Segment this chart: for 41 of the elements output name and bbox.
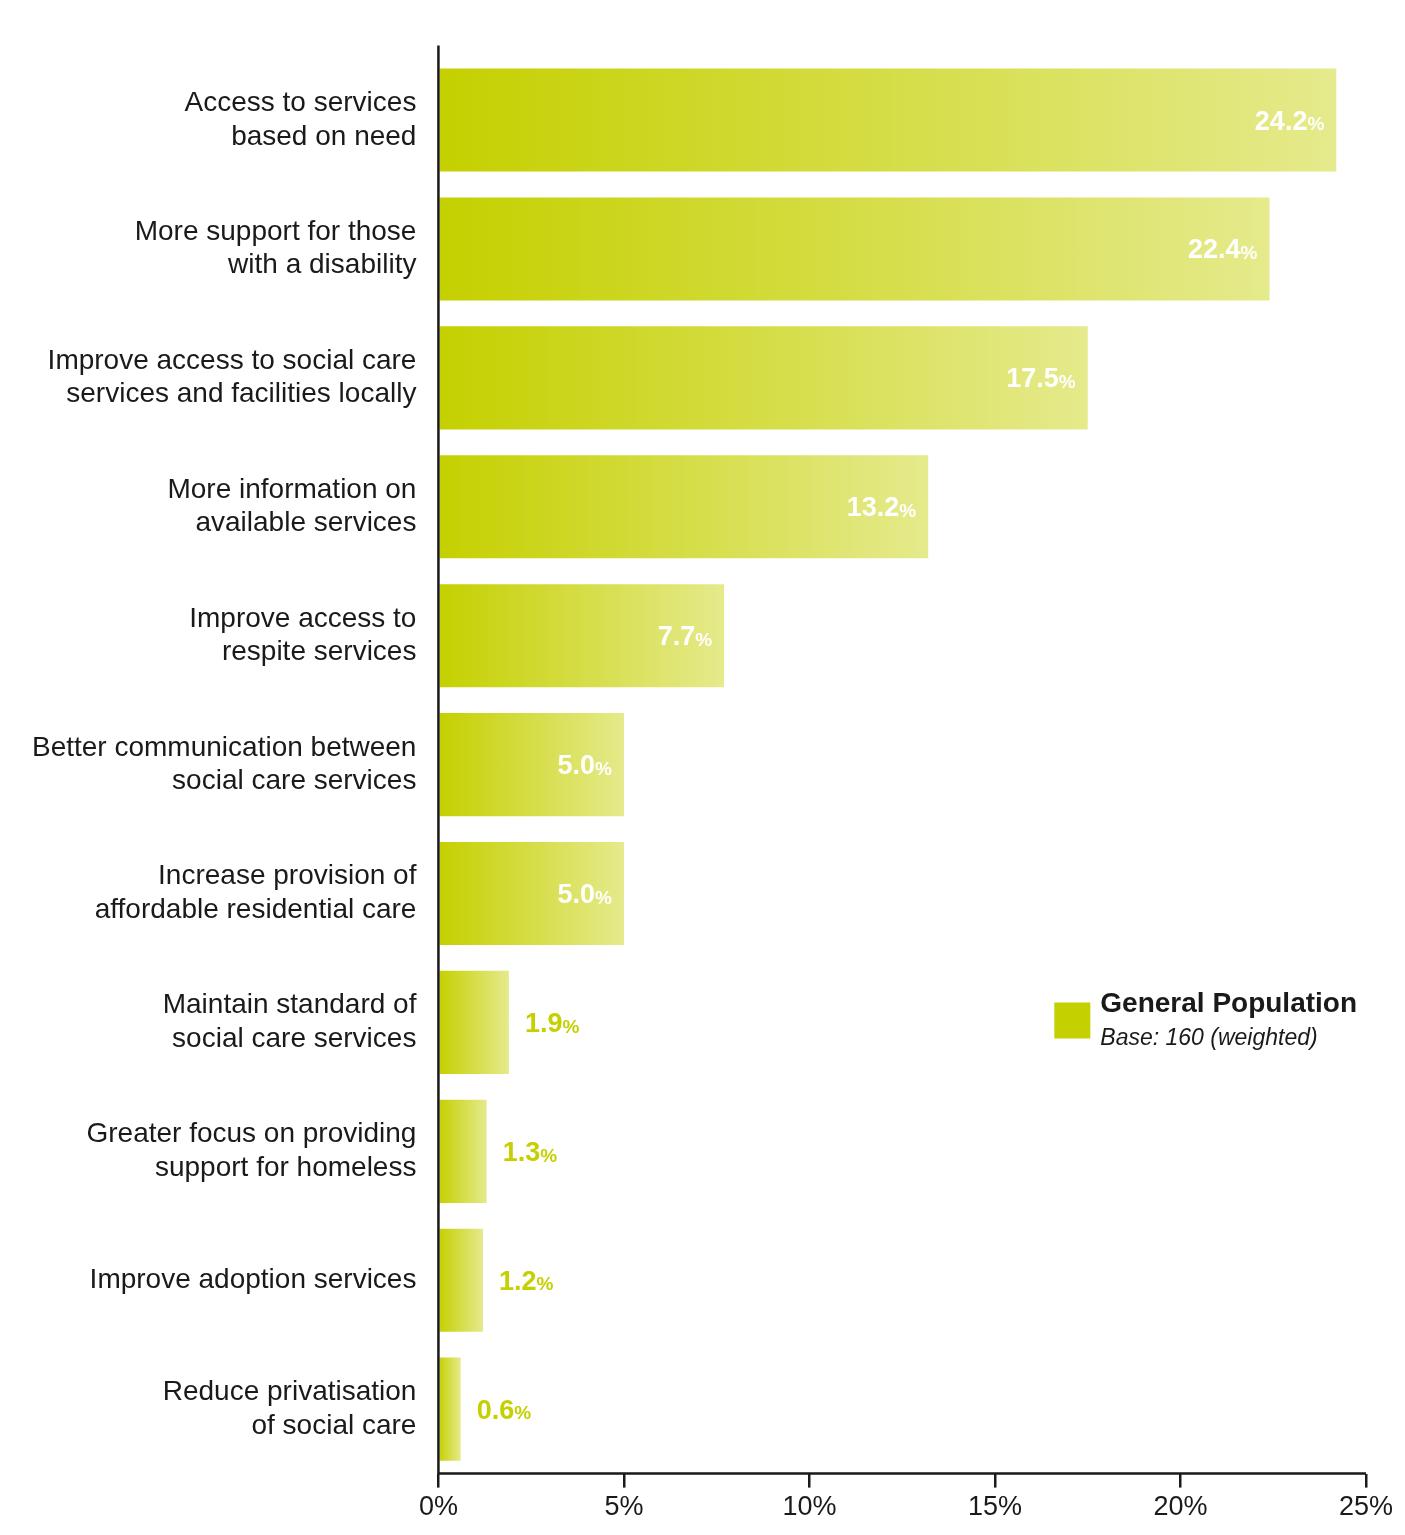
y-tick-label: Improve access to respite services bbox=[189, 601, 417, 667]
data-label: 22.4% bbox=[1188, 234, 1258, 265]
x-tick-label: 10% bbox=[782, 1491, 837, 1522]
y-tick-label: Increase provision of affordable residential care bbox=[94, 859, 417, 925]
x-tick-label: 0% bbox=[418, 1491, 458, 1522]
data-label: 1.9% bbox=[524, 1007, 580, 1038]
bar bbox=[439, 713, 624, 817]
data-label: 17.5% bbox=[1006, 363, 1076, 394]
annotation: Base: 160 (weighted) bbox=[1100, 1023, 1318, 1050]
legend-label: General Population bbox=[1100, 987, 1358, 1019]
y-tick-label: Maintain standard of social care services bbox=[162, 988, 417, 1053]
bar bbox=[439, 970, 509, 1074]
x-tick-label: 15% bbox=[967, 1491, 1022, 1522]
bar bbox=[439, 197, 1270, 301]
x-tick-label: 5% bbox=[604, 1491, 644, 1522]
data-label: 1.2% bbox=[498, 1265, 554, 1296]
y-tick-label: Reduce privatisation of social care bbox=[162, 1375, 417, 1440]
bar bbox=[439, 1357, 461, 1461]
x-tick-label: 20% bbox=[1153, 1491, 1208, 1522]
y-tick-label: Greater focus on providing support for homeless bbox=[86, 1117, 417, 1182]
y-tick-label: More support for those with a disability bbox=[134, 214, 417, 280]
bar bbox=[439, 584, 725, 688]
y-tick-label: Improve adoption services bbox=[89, 1262, 417, 1294]
bar bbox=[439, 68, 1337, 172]
data-label: 1.3% bbox=[502, 1136, 558, 1167]
x-tick-label: 25% bbox=[1338, 1491, 1393, 1522]
y-tick-label: More information on available services bbox=[167, 472, 417, 538]
bar bbox=[439, 326, 1088, 430]
bar bbox=[439, 841, 624, 946]
data-label: 13.2% bbox=[846, 492, 917, 523]
data-label: 24.2% bbox=[1254, 105, 1325, 136]
bar bbox=[439, 1099, 487, 1203]
data-label: 5.0% bbox=[557, 750, 613, 781]
y-tick-label: Improve access to social care services and facilities locally bbox=[47, 343, 417, 409]
data-label: 5.0% bbox=[557, 878, 613, 909]
data-label: 7.7% bbox=[657, 621, 713, 652]
y-tick-label: Access to services based on need bbox=[184, 85, 417, 151]
y-tick-label: Better communication between social care services bbox=[31, 730, 417, 796]
bar bbox=[439, 455, 929, 559]
data-label: 0.6% bbox=[476, 1394, 532, 1425]
bar bbox=[439, 1228, 483, 1332]
